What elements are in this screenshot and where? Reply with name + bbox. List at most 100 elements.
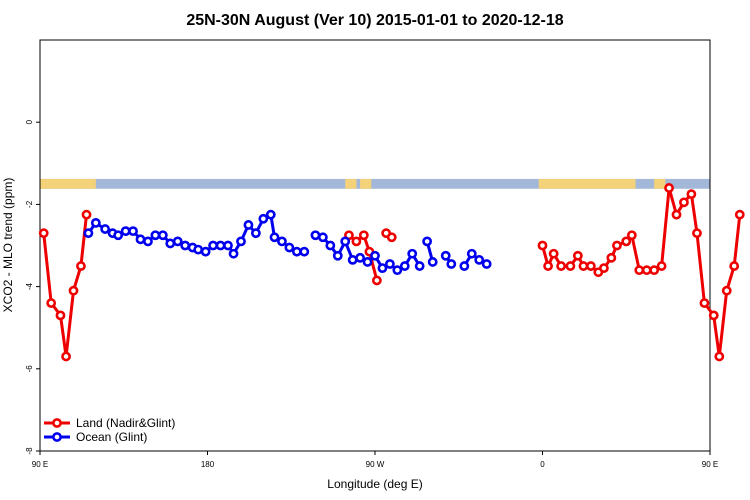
data-point bbox=[291, 246, 302, 257]
x-axis-ticks: 90 E 180 90 W 0 90 E bbox=[32, 451, 718, 469]
land-band-segment bbox=[538, 178, 636, 189]
data-point bbox=[165, 238, 176, 249]
data-point bbox=[340, 236, 351, 247]
data-point bbox=[371, 275, 382, 286]
data-point bbox=[100, 224, 111, 234]
data-point bbox=[474, 254, 485, 265]
data-point bbox=[699, 298, 710, 308]
landmask-band bbox=[40, 178, 710, 189]
data-point bbox=[679, 197, 689, 208]
y-tick-label: -8 bbox=[25, 447, 34, 455]
data-point bbox=[686, 189, 697, 200]
series-line bbox=[42, 214, 88, 358]
series-ocean bbox=[83, 209, 492, 276]
legend: Land (Nadir&Glint)Ocean (Glint) bbox=[44, 416, 175, 444]
data-point bbox=[265, 209, 276, 220]
land-band-segment bbox=[40, 178, 96, 189]
y-tick-label: 0 bbox=[25, 119, 34, 124]
data-point bbox=[537, 240, 548, 251]
legend-label: Ocean (Glint) bbox=[76, 430, 147, 444]
data-point bbox=[565, 261, 576, 271]
data-point bbox=[250, 228, 261, 239]
legend-label: Land (Nadir&Glint) bbox=[76, 416, 175, 430]
x-tick-label: 90 E bbox=[32, 460, 48, 469]
data-point bbox=[61, 351, 71, 362]
data-point bbox=[481, 259, 492, 269]
x-tick-label: 90 E bbox=[702, 460, 718, 469]
data-point bbox=[721, 285, 732, 296]
data-point bbox=[200, 246, 211, 257]
data-point bbox=[572, 250, 583, 261]
data-point bbox=[399, 261, 410, 271]
data-point bbox=[347, 254, 358, 265]
data-point bbox=[692, 228, 702, 239]
land-band-segment bbox=[345, 178, 357, 189]
data-point bbox=[223, 240, 233, 251]
data-point bbox=[325, 240, 336, 251]
y-axis-label: XCO2 - MLO trend (ppm) bbox=[1, 178, 15, 313]
data-point bbox=[83, 228, 94, 239]
data-point bbox=[362, 257, 373, 267]
data-point bbox=[384, 259, 395, 269]
data-point bbox=[120, 226, 131, 237]
data-point bbox=[157, 230, 168, 241]
data-point bbox=[128, 226, 138, 237]
data-point bbox=[135, 234, 146, 245]
data-point bbox=[556, 261, 567, 271]
data-point bbox=[351, 236, 362, 247]
data-point bbox=[664, 183, 674, 193]
y-axis-ticks: 0 -2 -4 -6 -8 bbox=[25, 119, 40, 455]
data-point bbox=[193, 244, 204, 255]
data-point bbox=[277, 236, 287, 247]
data-point bbox=[81, 209, 92, 220]
data-point bbox=[656, 261, 667, 271]
data-point bbox=[355, 252, 366, 263]
data-point bbox=[68, 285, 79, 296]
y-tick-label: -6 bbox=[25, 365, 34, 373]
data-point bbox=[258, 213, 269, 224]
data-point bbox=[714, 351, 725, 362]
data-point bbox=[150, 230, 161, 241]
data-point bbox=[310, 230, 321, 241]
data-point bbox=[466, 248, 477, 259]
data-point bbox=[548, 248, 559, 259]
data-point bbox=[228, 248, 239, 259]
legend-marker bbox=[52, 432, 62, 442]
x-tick-label: 180 bbox=[201, 460, 215, 469]
data-point bbox=[143, 236, 153, 247]
data-point bbox=[734, 209, 745, 220]
data-point bbox=[243, 220, 254, 230]
land-band-segment bbox=[360, 178, 372, 189]
data-point bbox=[215, 240, 226, 251]
data-point bbox=[208, 240, 218, 251]
data-point bbox=[236, 236, 246, 247]
data-point bbox=[414, 261, 425, 271]
data-point bbox=[392, 265, 403, 276]
data-point bbox=[543, 261, 553, 271]
data-point bbox=[299, 246, 310, 257]
data-point bbox=[671, 209, 682, 220]
x-tick-label: 0 bbox=[540, 460, 545, 469]
data-point bbox=[370, 250, 380, 261]
data-point bbox=[641, 265, 652, 276]
data-point bbox=[407, 248, 418, 259]
data-point bbox=[427, 257, 438, 267]
data-point bbox=[612, 240, 622, 251]
data-point bbox=[90, 217, 101, 228]
data-point bbox=[606, 252, 617, 263]
series-land bbox=[38, 183, 745, 362]
series-layer bbox=[38, 183, 745, 362]
data-point bbox=[55, 310, 66, 321]
data-point bbox=[332, 250, 343, 261]
data-point bbox=[621, 236, 632, 247]
data-point bbox=[446, 259, 457, 269]
data-point bbox=[113, 230, 124, 241]
chart-title: 25N-30N August (Ver 10) 2015-01-01 to 20… bbox=[186, 12, 563, 29]
data-point bbox=[599, 263, 609, 274]
data-point bbox=[729, 261, 740, 271]
data-point bbox=[46, 298, 57, 308]
data-point bbox=[284, 242, 295, 253]
data-point bbox=[172, 236, 183, 247]
data-point bbox=[180, 240, 191, 251]
land-band-segment bbox=[654, 178, 666, 189]
